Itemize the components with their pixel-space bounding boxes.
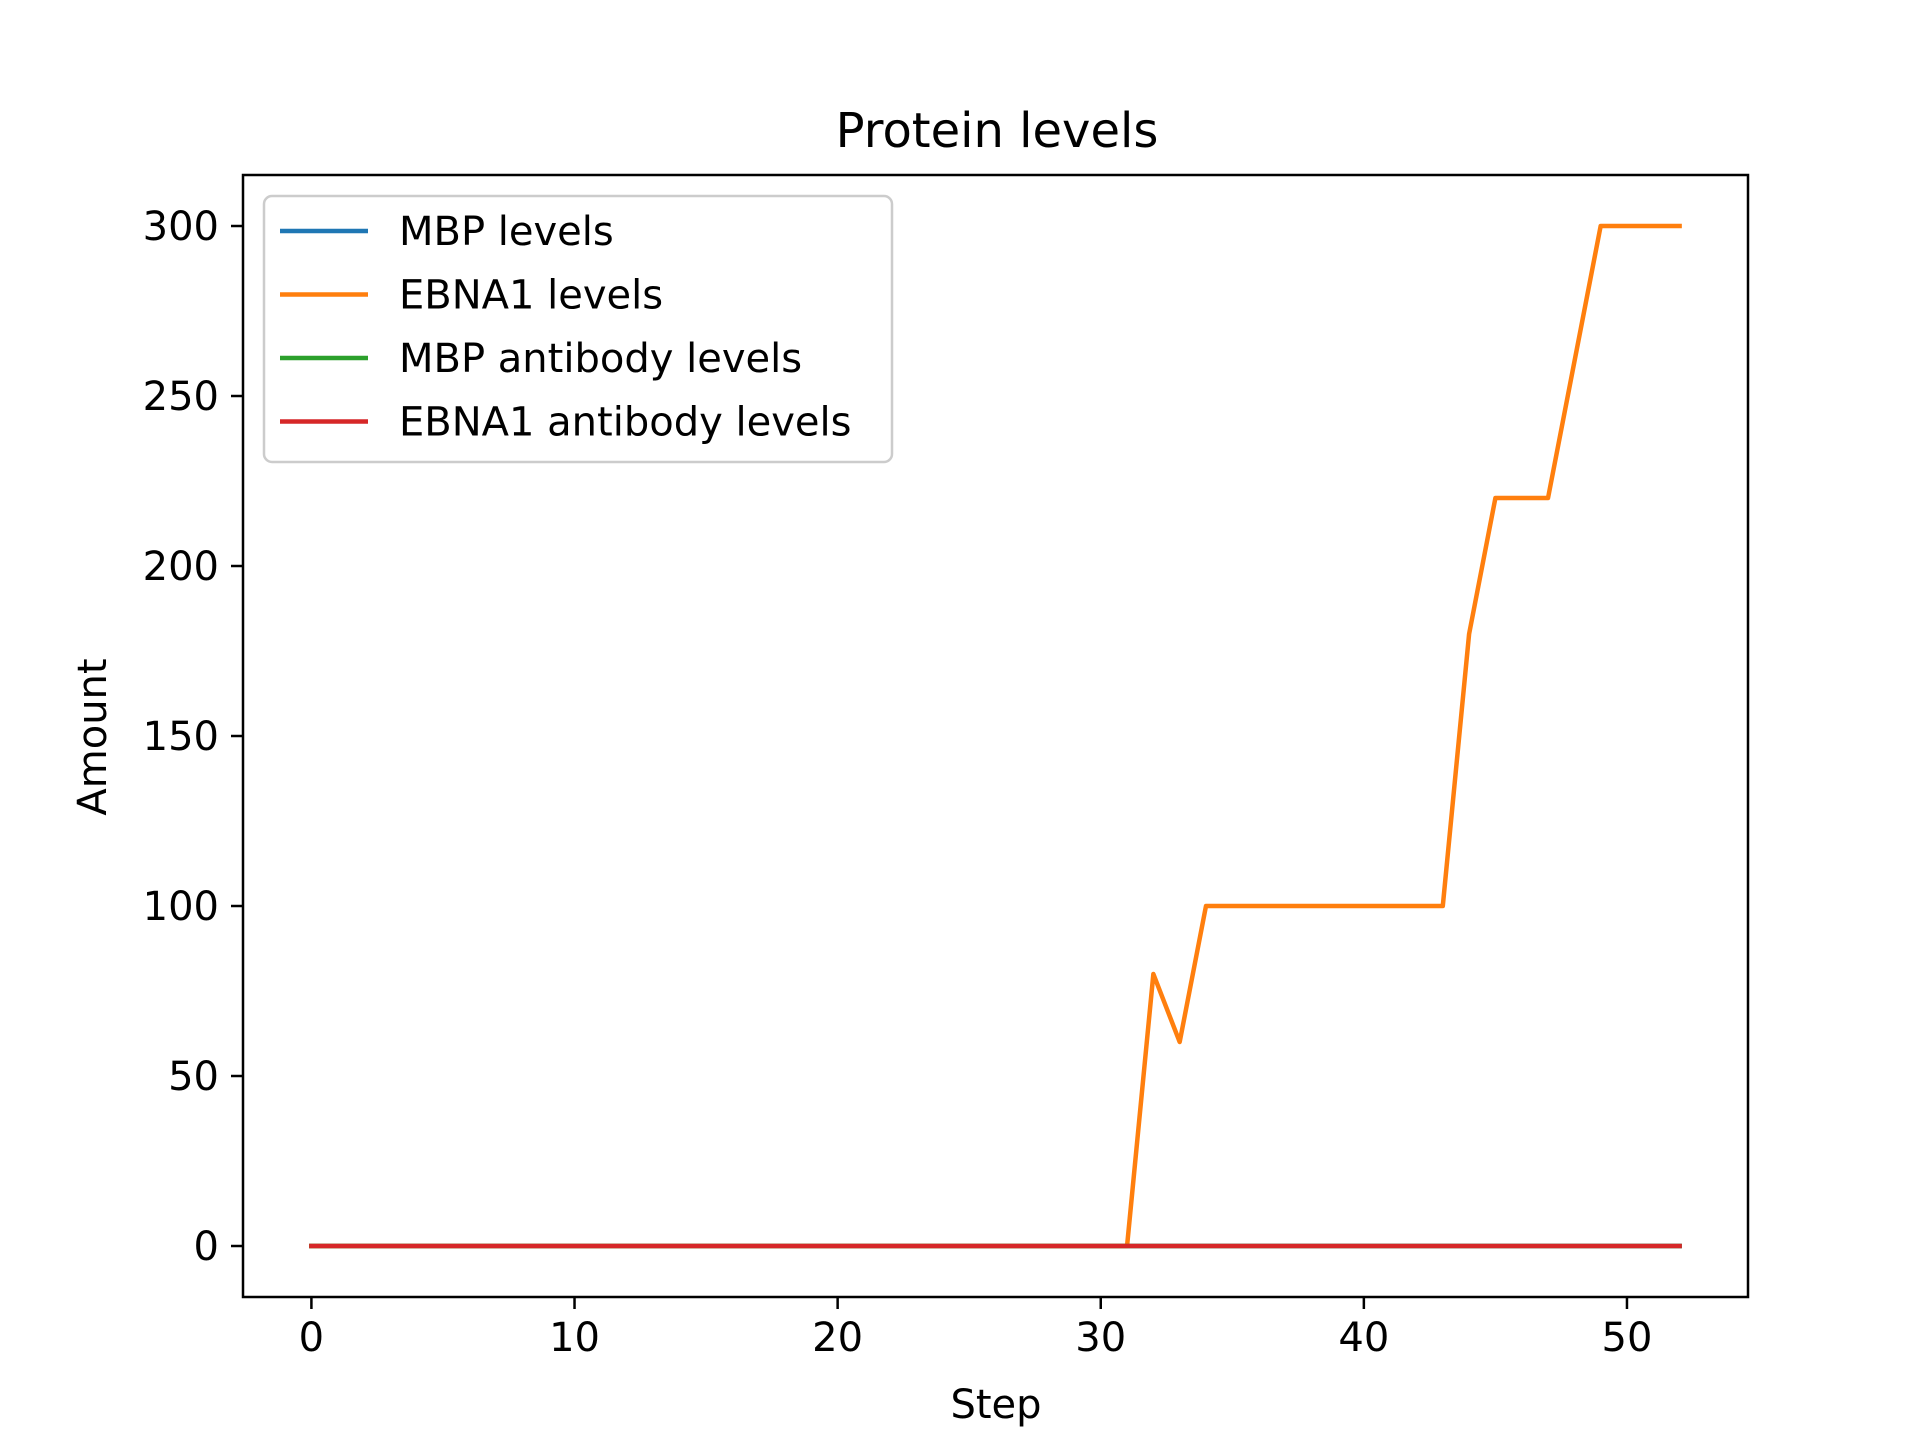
series-line-1: [309, 223, 1682, 1249]
legend-label-0: MBP levels: [399, 209, 614, 255]
plot-area: [241, 173, 1750, 1299]
legend-box: [262, 194, 894, 464]
y-tick-label: 250: [143, 374, 219, 420]
legend-label-2: MBP antibody levels: [399, 336, 802, 382]
legend: MBP levels EBNA1 levels MBP antibody level…: [262, 194, 894, 464]
y-axis: 0 50 100 150 200 250 300: [143, 204, 243, 1270]
x-tick-label: 0: [299, 1315, 324, 1361]
x-tick-label: 40: [1338, 1315, 1389, 1361]
x-axis: 0 10 20 30 40 50: [299, 1297, 1653, 1361]
y-tick-label: 100: [143, 884, 219, 930]
x-tick-label: 30: [1075, 1315, 1126, 1361]
y-tick-label: 50: [168, 1054, 219, 1100]
x-tick-label: 50: [1602, 1315, 1653, 1361]
x-tick-label: 10: [549, 1315, 600, 1361]
y-tick-label: 300: [143, 204, 219, 250]
y-axis-label: Amount: [70, 658, 116, 815]
x-axis-label: Step: [950, 1382, 1041, 1428]
legend-label-3: EBNA1 antibody levels: [399, 400, 851, 446]
legend-label-1: EBNA1 levels: [399, 273, 663, 319]
y-tick-label: 0: [194, 1224, 219, 1270]
x-tick-label: 20: [812, 1315, 863, 1361]
chart-title: Protein levels: [836, 103, 1159, 159]
y-tick-label: 200: [143, 544, 219, 590]
y-tick-label: 150: [143, 714, 219, 760]
